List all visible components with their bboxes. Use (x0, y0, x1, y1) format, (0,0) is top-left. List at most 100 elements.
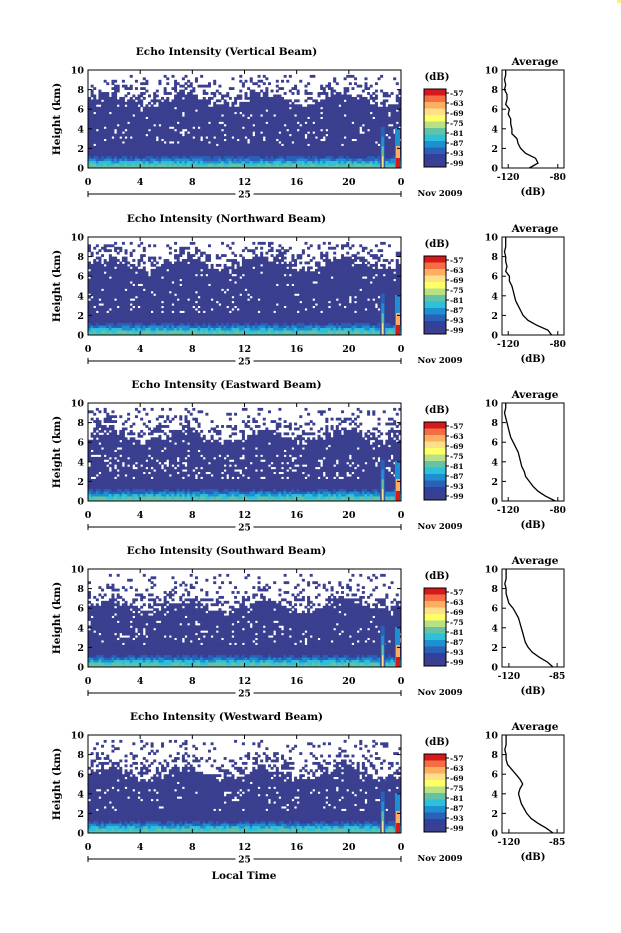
heatmap-cell (213, 112, 216, 115)
heatmap-cell (190, 82, 193, 85)
heatmap-cell (252, 107, 255, 110)
heatmap-cell (294, 153, 297, 156)
heatmap-cell (119, 262, 122, 265)
heatmap-cell (224, 126, 227, 129)
heatmap-cell (125, 325, 128, 328)
heatmap-cell (117, 146, 120, 149)
heatmap-cell (286, 124, 289, 127)
heatmap-cell (169, 330, 172, 333)
heatmap-cell (104, 146, 107, 149)
heatmap-cell (205, 158, 208, 161)
heatmap-cell (177, 107, 180, 110)
heatmap-cell (166, 262, 169, 265)
heatmap-cell (93, 107, 96, 110)
heatmap-cell (278, 114, 281, 117)
heatmap-cell (179, 325, 182, 328)
heatmap-cell (117, 139, 120, 142)
heatmap-cell (203, 85, 206, 88)
heatmap-cell (320, 136, 323, 139)
heatmap-cell (200, 288, 203, 291)
heatmap-cell (145, 328, 148, 331)
heatmap-cell (278, 97, 281, 100)
heatmap-cell (237, 109, 240, 112)
heatmap-cell (354, 104, 357, 107)
heatmap-cell (101, 134, 104, 137)
heatmap-cell (156, 325, 159, 328)
heatmap-cell (135, 134, 138, 137)
heatmap-cell (198, 99, 201, 102)
heatmap-cell (153, 95, 156, 98)
heatmap-cell (127, 318, 130, 321)
heatmap-cell (388, 148, 391, 151)
heatmap-cell (179, 298, 182, 301)
heatmap-cell (164, 134, 167, 137)
heatmap-cell (367, 136, 370, 139)
heatmap-cell (127, 262, 130, 265)
heatmap-cell (106, 301, 109, 304)
heatmap-cell (190, 146, 193, 149)
heatmap-cell (208, 163, 211, 166)
heatmap-cell (372, 163, 375, 166)
heatmap-cell (375, 161, 378, 164)
heatmap-cell (304, 109, 307, 112)
heatmap-cell (143, 254, 146, 257)
heatmap-cell (216, 121, 219, 124)
heatmap-cell (263, 134, 266, 137)
heatmap-cell (284, 92, 287, 95)
heatmap-cell (396, 119, 399, 122)
heatmap-cell (135, 136, 138, 139)
heatmap-cell (312, 153, 315, 156)
heatmap-cell (132, 121, 135, 124)
heatmap-cell (239, 90, 242, 93)
heatmap-cell (221, 148, 224, 151)
heatmap-cell (349, 141, 352, 144)
heatmap-cell (213, 146, 216, 149)
heatmap-cell (250, 163, 253, 166)
heatmap-cell (268, 126, 271, 129)
heatmap-cell (171, 269, 174, 272)
heatmap-cell (91, 153, 94, 156)
heatmap-cell (135, 276, 138, 279)
heatmap-cell (106, 148, 109, 151)
heatmap-cell (198, 274, 201, 277)
heatmap-cell (143, 129, 146, 132)
heatmap-cell (315, 117, 318, 120)
heatmap-cell (213, 141, 216, 144)
heatmap-cell (291, 126, 294, 129)
heatmap-cell (179, 134, 182, 137)
heatmap-cell (273, 121, 276, 124)
heatmap-cell (122, 129, 125, 132)
heatmap-cell (205, 139, 208, 142)
heatmap-cell (182, 107, 185, 110)
heatmap-cell (216, 146, 219, 149)
heatmap-cell (268, 119, 271, 122)
heatmap-cell (166, 279, 169, 282)
heatmap-cell (200, 153, 203, 156)
heatmap-cell (104, 129, 107, 132)
heatmap-cell (182, 269, 185, 272)
heatmap-cell (200, 262, 203, 265)
heatmap-cell (278, 129, 281, 132)
heatmap-cell (148, 323, 151, 326)
heatmap-cell (328, 117, 331, 120)
heatmap-cell (111, 298, 114, 301)
heatmap-cell (132, 259, 135, 262)
heatmap-cell (312, 109, 315, 112)
heatmap-cell (370, 114, 373, 117)
heatmap-cell (281, 148, 284, 151)
heatmap-cell (156, 311, 159, 314)
heatmap-cell (158, 311, 161, 314)
heatmap-cell (216, 99, 219, 102)
heatmap-cell (93, 153, 96, 156)
heatmap-cell (169, 102, 172, 105)
heatmap-cell (388, 146, 391, 149)
heatmap-cell (158, 291, 161, 294)
heatmap-cell (354, 131, 357, 134)
colorbar-tick-label: -99 (450, 159, 464, 168)
heatmap-cell (153, 134, 156, 137)
heatmap-cell (237, 107, 240, 110)
heatmap-cell (385, 156, 388, 159)
heatmap-cell (148, 320, 151, 323)
heatmap-cell (169, 112, 172, 115)
heatmap-cell (362, 139, 365, 142)
